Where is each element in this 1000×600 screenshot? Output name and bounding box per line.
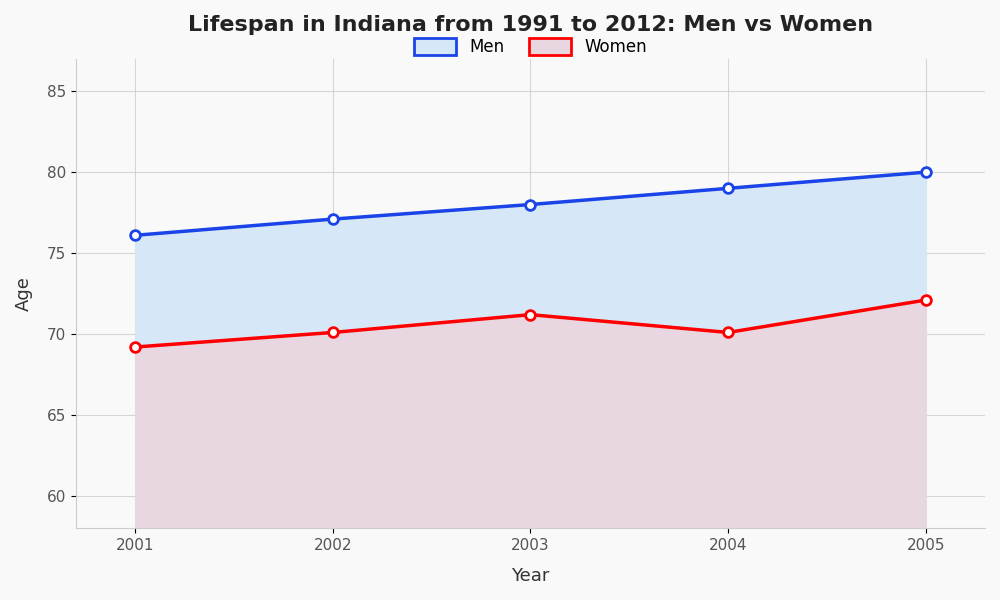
Y-axis label: Age: Age	[15, 276, 33, 311]
Legend: Men, Women: Men, Women	[406, 29, 655, 64]
X-axis label: Year: Year	[511, 567, 550, 585]
Title: Lifespan in Indiana from 1991 to 2012: Men vs Women: Lifespan in Indiana from 1991 to 2012: M…	[188, 15, 873, 35]
